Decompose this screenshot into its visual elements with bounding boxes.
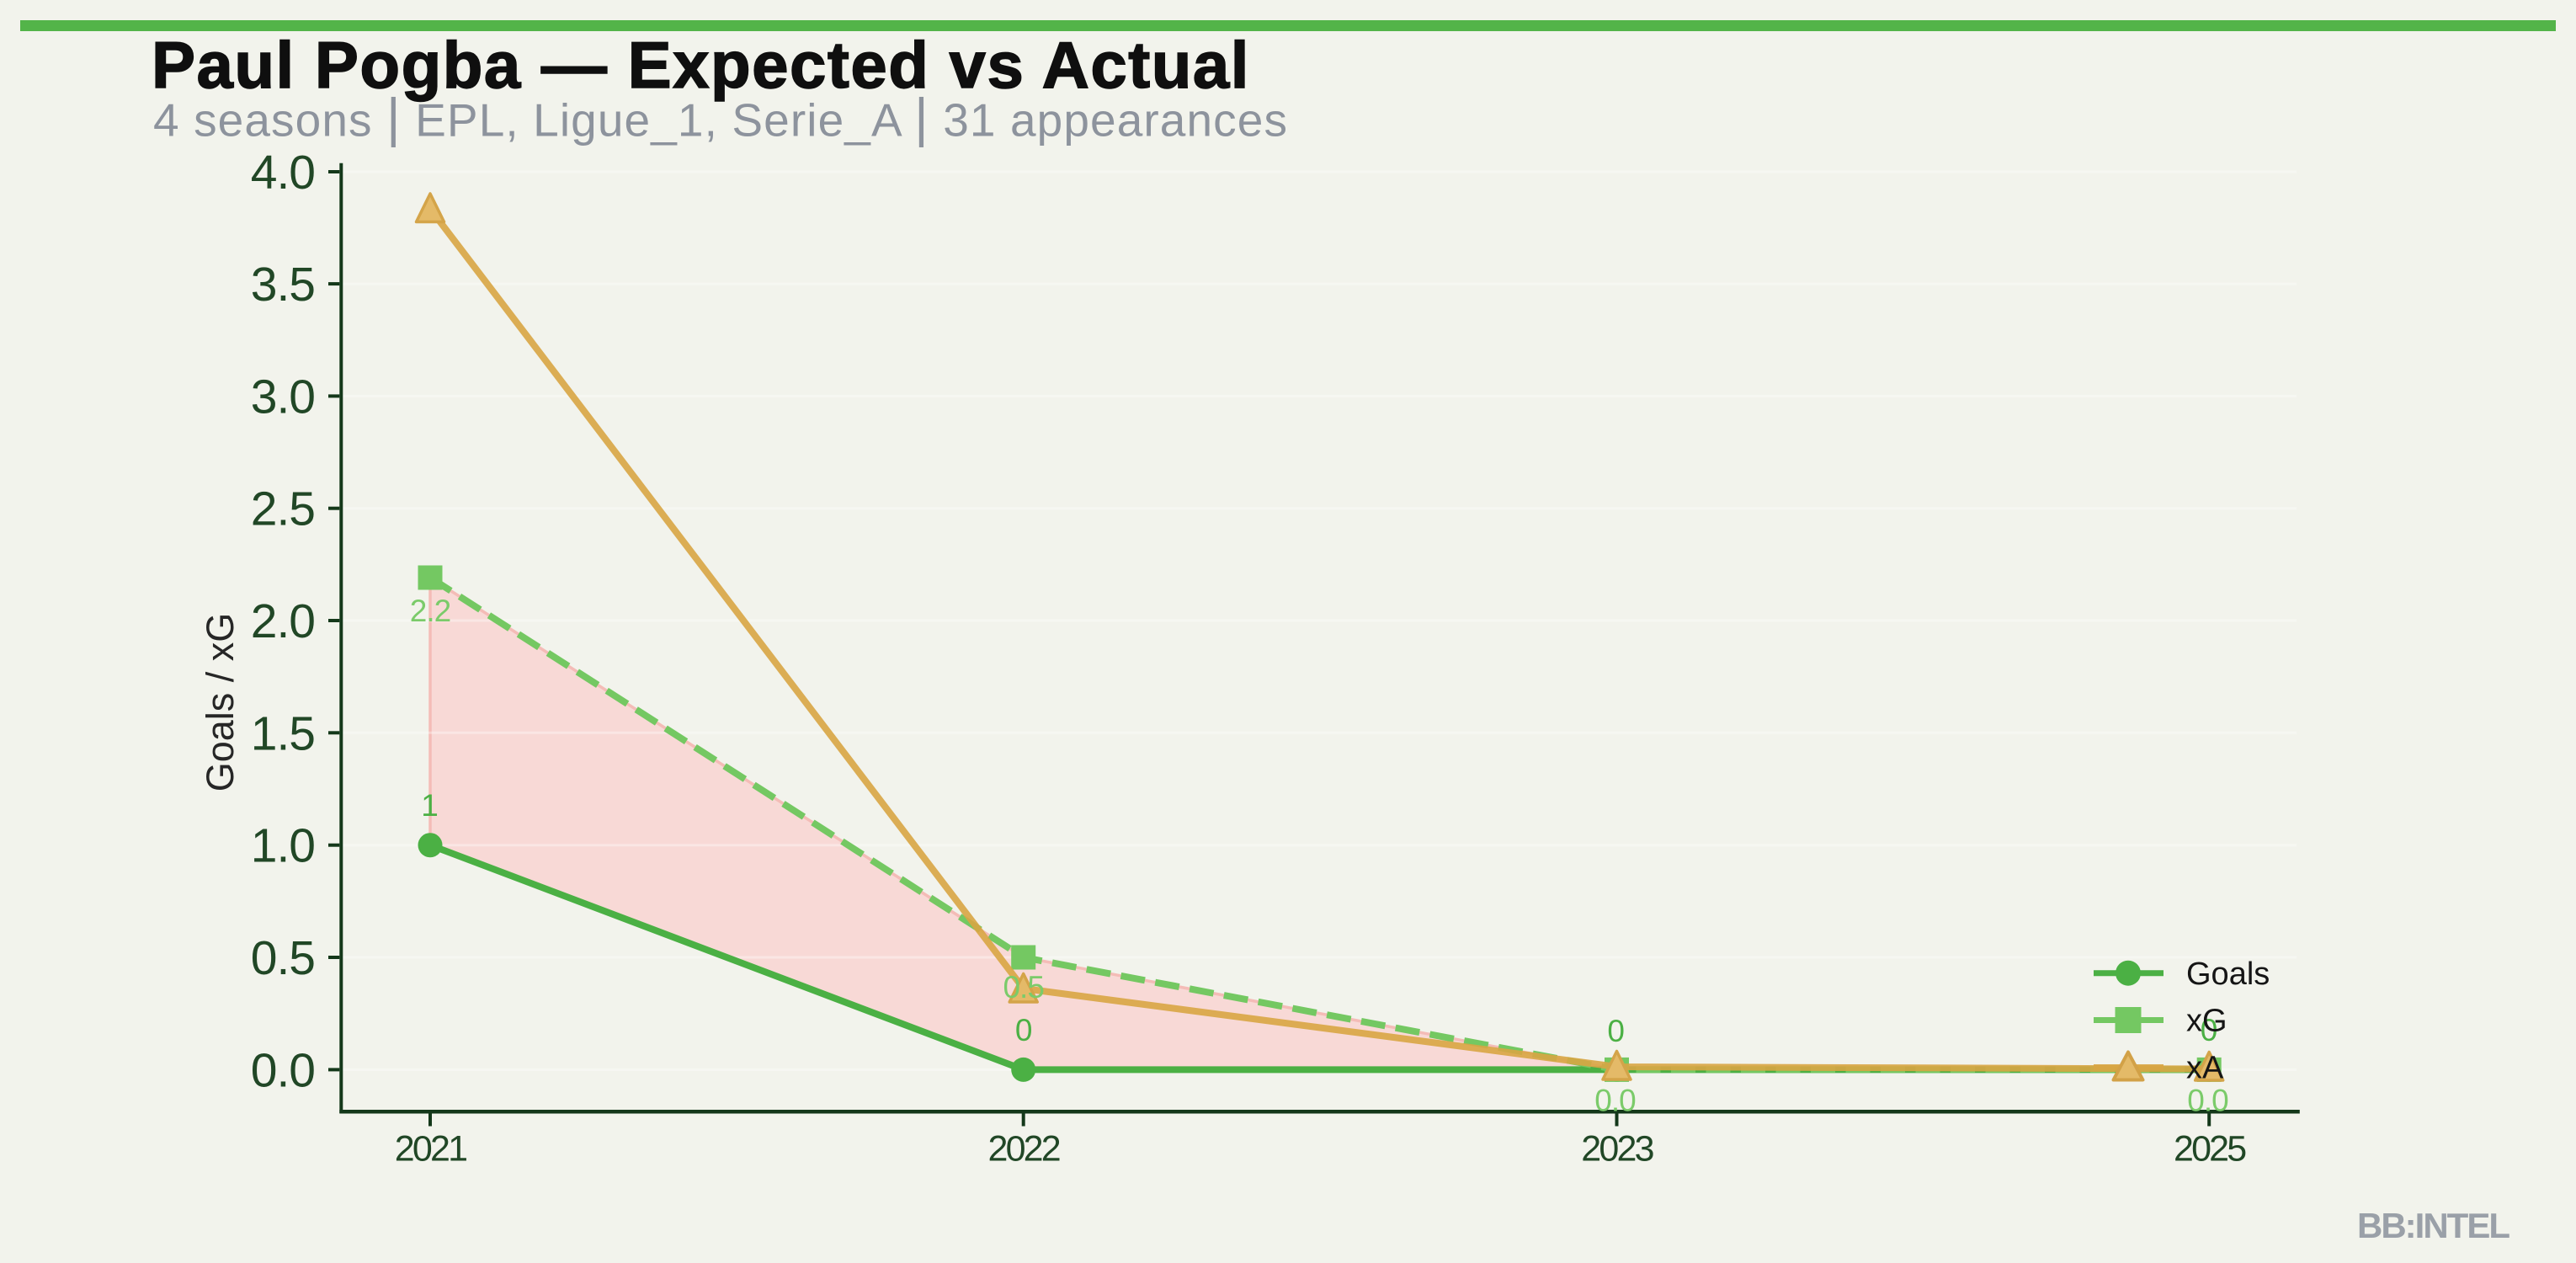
svg-text:0: 0	[1015, 1013, 1032, 1047]
svg-text:Goals / xG: Goals / xG	[199, 613, 242, 792]
svg-text:2023: 2023	[1581, 1129, 1653, 1170]
svg-text:0: 0	[2201, 1013, 2217, 1047]
svg-text:2.0: 2.0	[251, 594, 315, 648]
svg-text:0.5: 0.5	[1003, 970, 1044, 1005]
svg-text:4 seasons | EPL, Ligue_1, Seri: 4 seasons | EPL, Ligue_1, Serie_A | 31 a…	[153, 88, 1288, 148]
svg-text:2025: 2025	[2174, 1129, 2246, 1170]
svg-text:BB:INTEL: BB:INTEL	[2357, 1206, 2509, 1245]
svg-text:0.5: 0.5	[251, 931, 315, 985]
svg-text:2.2: 2.2	[410, 594, 450, 628]
svg-text:2021: 2021	[395, 1129, 466, 1170]
svg-text:Goals: Goals	[2186, 957, 2270, 992]
svg-text:0.0: 0.0	[2187, 1084, 2228, 1118]
svg-text:4.0: 4.0	[251, 146, 315, 200]
svg-text:0.0: 0.0	[251, 1043, 315, 1097]
svg-text:1.0: 1.0	[251, 819, 315, 873]
svg-text:xA: xA	[2186, 1051, 2224, 1086]
svg-text:2022: 2022	[987, 1129, 1059, 1170]
svg-text:3.5: 3.5	[251, 258, 315, 312]
svg-text:xG: xG	[2186, 1004, 2227, 1039]
svg-text:2.5: 2.5	[251, 482, 315, 536]
svg-text:Paul Pogba — Expected vs Actua: Paul Pogba — Expected vs Actual	[152, 28, 1250, 102]
svg-text:1.5: 1.5	[251, 706, 315, 760]
svg-text:0.0: 0.0	[1594, 1084, 1636, 1118]
svg-text:3.0: 3.0	[251, 370, 315, 424]
svg-text:1: 1	[421, 788, 438, 823]
svg-text:0: 0	[1607, 1014, 1624, 1048]
